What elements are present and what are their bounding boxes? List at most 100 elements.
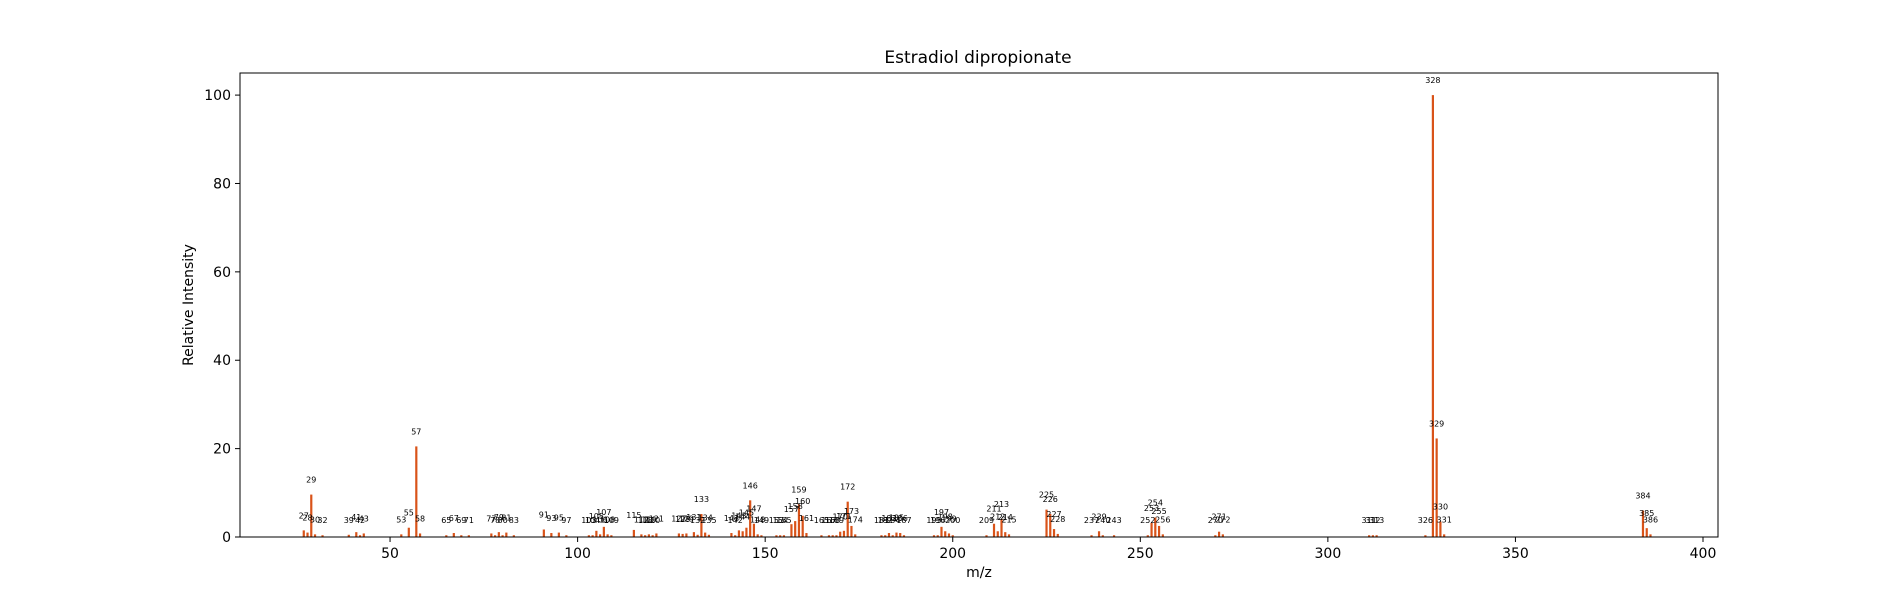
peak-bar-198 xyxy=(944,531,947,537)
peak-label-27: 27 xyxy=(299,511,309,520)
peak-label-78: 78 xyxy=(490,516,500,525)
peak-label-172: 172 xyxy=(840,483,855,492)
peak-bar-255 xyxy=(1157,525,1161,537)
peak-bar-186 xyxy=(899,533,902,537)
peak-label-272: 272 xyxy=(1215,515,1230,524)
peak-bar-196 xyxy=(936,535,939,537)
y-tick-label: 0 xyxy=(222,530,231,546)
peak-bar-131 xyxy=(692,532,695,537)
peak-bar-311 xyxy=(1368,535,1371,537)
peak-label-121: 121 xyxy=(649,514,664,523)
peak-label-103: 103 xyxy=(581,516,596,525)
peak-bar-39 xyxy=(347,534,350,537)
peak-label-212: 212 xyxy=(990,512,1005,521)
peak-bar-200 xyxy=(951,535,954,537)
peak-bar-65 xyxy=(445,535,448,537)
peak-bar-143 xyxy=(737,530,741,537)
peak-label-168: 168 xyxy=(825,516,840,525)
x-tick-label: 350 xyxy=(1502,546,1529,562)
peak-label-173: 173 xyxy=(844,507,859,516)
y-tick-label: 20 xyxy=(213,442,231,458)
peak-label-167: 167 xyxy=(821,516,836,525)
peak-label-171: 171 xyxy=(836,512,851,521)
peak-bar-225 xyxy=(1045,509,1048,537)
peak-label-106: 106 xyxy=(592,515,607,524)
peak-label-187: 187 xyxy=(896,516,911,525)
peak-label-331: 331 xyxy=(1437,515,1452,524)
peak-label-312: 312 xyxy=(1365,516,1380,525)
peak-bar-141 xyxy=(730,533,733,537)
peak-label-153: 153 xyxy=(769,516,784,525)
peak-bar-384 xyxy=(1641,510,1645,537)
peak-bar-145 xyxy=(745,527,748,537)
peak-bar-58 xyxy=(418,533,422,537)
peak-bar-385 xyxy=(1645,528,1648,537)
peak-label-108: 108 xyxy=(600,515,615,524)
peak-label-79: 79 xyxy=(494,513,504,522)
peak-bar-135 xyxy=(707,534,711,537)
peak-bar-270 xyxy=(1214,535,1217,537)
peak-bar-157 xyxy=(790,524,793,537)
peak-label-29: 29 xyxy=(306,476,316,485)
x-tick-label: 300 xyxy=(1315,546,1342,562)
peak-bar-128 xyxy=(681,533,684,537)
peak-bar-253 xyxy=(1150,522,1153,537)
peak-label-197: 197 xyxy=(934,508,949,517)
peak-bar-109 xyxy=(610,535,613,537)
y-tick-label: 40 xyxy=(213,353,231,369)
peak-bar-30 xyxy=(313,534,317,537)
peak-label-39: 39 xyxy=(344,516,354,525)
peak-bar-57 xyxy=(415,446,418,537)
peak-label-199: 199 xyxy=(941,514,956,523)
peak-label-225: 225 xyxy=(1039,491,1054,500)
peak-label-115: 115 xyxy=(626,511,641,520)
peak-bar-28 xyxy=(306,532,309,537)
peak-label-243: 243 xyxy=(1106,516,1121,525)
peak-bar-29 xyxy=(310,494,313,537)
peak-bar-215 xyxy=(1007,534,1011,537)
peak-label-145: 145 xyxy=(739,509,754,518)
peak-bar-331 xyxy=(1443,534,1446,537)
peak-label-228: 228 xyxy=(1050,515,1065,524)
peak-label-55: 55 xyxy=(404,509,414,518)
peak-bar-55 xyxy=(407,527,410,537)
peak-bar-106 xyxy=(599,534,602,537)
peak-bar-184 xyxy=(891,535,894,537)
peak-bar-149 xyxy=(760,535,763,537)
peak-label-42: 42 xyxy=(355,516,365,525)
peak-label-256: 256 xyxy=(1155,515,1170,524)
peak-label-28: 28 xyxy=(302,514,312,523)
peak-label-186: 186 xyxy=(893,514,908,523)
peak-label-134: 134 xyxy=(698,514,713,523)
peak-bar-211 xyxy=(992,523,996,537)
peak-bar-330 xyxy=(1439,521,1442,537)
peak-bar-172 xyxy=(846,501,849,537)
y-tick-label: 80 xyxy=(213,176,231,192)
peak-label-271: 271 xyxy=(1211,513,1226,522)
peak-label-385: 385 xyxy=(1639,509,1654,518)
peak-label-155: 155 xyxy=(776,516,791,525)
x-tick-label: 50 xyxy=(381,546,399,562)
peak-bar-80 xyxy=(501,535,504,537)
peak-label-97: 97 xyxy=(561,516,571,525)
peak-bar-41 xyxy=(355,532,358,537)
peak-bar-121 xyxy=(655,533,658,537)
peak-label-384: 384 xyxy=(1635,491,1650,500)
x-tick-label: 250 xyxy=(1127,546,1154,562)
peak-label-195: 195 xyxy=(926,516,941,525)
peak-label-211: 211 xyxy=(986,505,1001,514)
peak-label-148: 148 xyxy=(750,515,765,524)
y-axis: 0 20 40 60 80 100 xyxy=(204,88,240,546)
peak-label-329: 329 xyxy=(1429,419,1444,428)
y-axis-label: Relative Intensity xyxy=(181,244,197,366)
peak-bar-53 xyxy=(400,534,403,537)
peak-bar-119 xyxy=(647,534,650,537)
peak-bar-197 xyxy=(940,526,943,537)
peak-bar-160 xyxy=(801,515,804,537)
peak-bar-83 xyxy=(512,535,515,537)
peak-label-330: 330 xyxy=(1433,503,1448,512)
peak-label-154: 154 xyxy=(773,516,788,525)
peak-label-141: 141 xyxy=(724,514,739,523)
peak-bar-43 xyxy=(362,533,365,537)
